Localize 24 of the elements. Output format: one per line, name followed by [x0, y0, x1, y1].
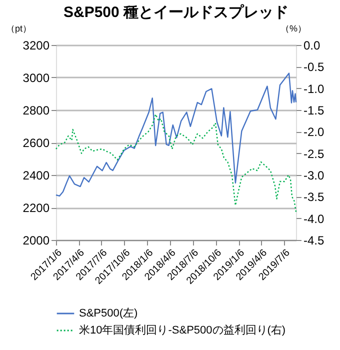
legend-label: S&P500(左)	[79, 308, 138, 320]
y2-tick-label: -1.5	[304, 104, 325, 118]
y-tick-label: 2400	[22, 168, 50, 182]
y-tick-label: 3000	[22, 71, 50, 85]
y-axis-title: （pt）	[6, 24, 32, 34]
y2-tick-label: -4.5	[304, 234, 325, 248]
y2-tick-label: -3.0	[304, 168, 325, 182]
chart-title: S&P500 種とイールドスプレッド	[63, 4, 289, 21]
y2-tick-label: -4.0	[304, 212, 325, 226]
y-tick-label: 2000	[22, 234, 50, 248]
y-tick-label: 2600	[22, 136, 50, 150]
y-tick-label: 2800	[22, 104, 50, 118]
y2-tick-label: 0.0	[304, 38, 321, 52]
line-series	[55, 72, 297, 197]
y2-tick-label: -1.0	[304, 82, 325, 96]
y2-tick-label: -2.5	[304, 146, 325, 161]
y-tick-label: 2200	[22, 201, 50, 215]
legend-label: 米10年国債利回り-S&P500の益利回り(右)	[79, 324, 286, 336]
y2-axis-title: （%）	[280, 24, 306, 34]
y-tick-label: 3200	[22, 38, 50, 52]
y2-tick-label: -2.0	[304, 125, 325, 140]
y2-tick-label: -3.5	[304, 190, 325, 204]
line-series	[55, 114, 297, 212]
y2-tick-label: -0.5	[304, 60, 325, 74]
